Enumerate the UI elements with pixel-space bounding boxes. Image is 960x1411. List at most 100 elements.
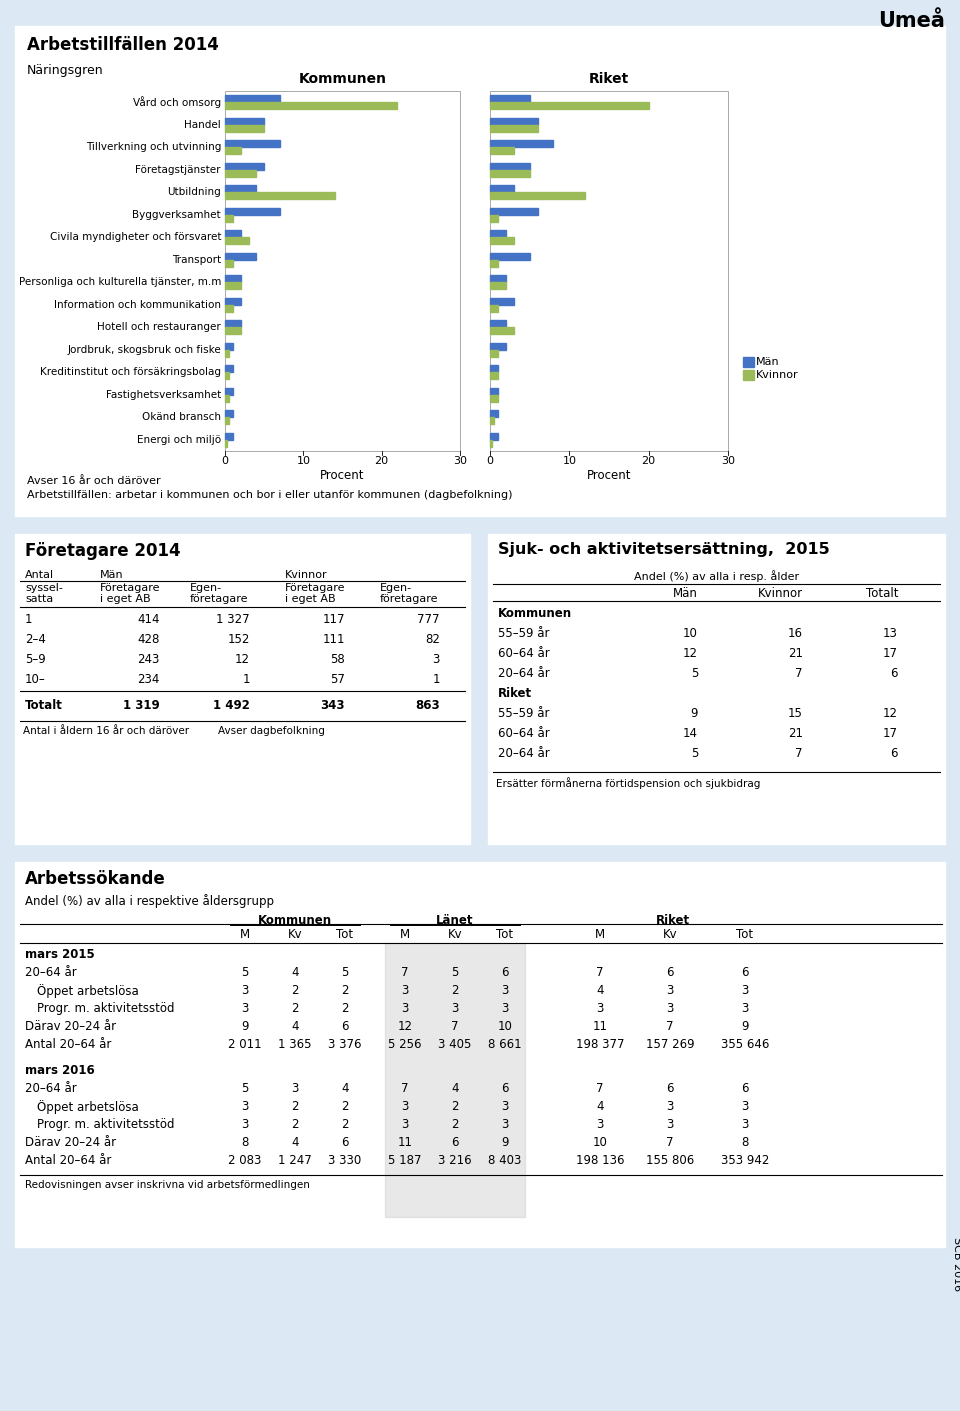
Text: företagare: företagare <box>380 594 439 604</box>
Text: 4: 4 <box>596 983 604 998</box>
Bar <box>225 298 241 305</box>
Bar <box>225 253 256 260</box>
Text: Företagstjänster: Företagstjänster <box>135 165 221 175</box>
Text: 16: 16 <box>788 626 803 641</box>
Text: Därav 20–24 år: Därav 20–24 år <box>25 1136 116 1149</box>
Bar <box>490 411 498 418</box>
Text: 3: 3 <box>666 1101 674 1113</box>
Text: 5: 5 <box>690 667 698 680</box>
Bar <box>225 388 233 395</box>
Text: 2: 2 <box>291 1101 299 1113</box>
Text: SCB 2016: SCB 2016 <box>952 1237 960 1291</box>
Text: 3: 3 <box>501 1118 509 1132</box>
Text: 3: 3 <box>741 1101 749 1113</box>
Text: Progr. m. aktivitetsstöd: Progr. m. aktivitetsstöd <box>37 1002 175 1015</box>
Text: 20–64 år: 20–64 år <box>25 967 77 979</box>
Text: 2: 2 <box>341 1118 348 1132</box>
Bar <box>490 207 538 214</box>
Bar <box>490 418 494 425</box>
Text: 5: 5 <box>241 1082 249 1095</box>
Bar <box>225 140 279 147</box>
Text: 6: 6 <box>891 746 898 761</box>
Bar <box>225 411 233 418</box>
Text: 12: 12 <box>397 1020 413 1033</box>
Text: Kv: Kv <box>662 928 678 941</box>
Text: 3: 3 <box>241 1101 249 1113</box>
Text: 58: 58 <box>330 653 345 666</box>
Bar <box>743 357 754 367</box>
Text: Progr. m. aktivitetsstöd: Progr. m. aktivitetsstöd <box>37 1118 175 1132</box>
Bar <box>490 237 514 244</box>
Text: 155 806: 155 806 <box>646 1154 694 1167</box>
Text: 1: 1 <box>433 673 440 686</box>
Text: Män: Män <box>673 587 698 600</box>
Bar <box>225 433 233 440</box>
Bar <box>15 533 470 844</box>
Text: Energi och miljö: Energi och miljö <box>137 435 221 444</box>
Text: 4: 4 <box>291 1020 299 1033</box>
Bar <box>490 365 498 373</box>
Text: 11: 11 <box>397 1136 413 1149</box>
Bar <box>490 147 514 154</box>
Text: 863: 863 <box>416 698 440 713</box>
Text: 2: 2 <box>451 1118 459 1132</box>
Text: 6: 6 <box>341 1020 348 1033</box>
Text: 3: 3 <box>291 1082 299 1095</box>
Text: Tot: Tot <box>736 928 754 941</box>
Text: 10–: 10– <box>25 673 46 686</box>
Text: Kv: Kv <box>447 928 463 941</box>
Text: satta: satta <box>25 594 53 604</box>
Bar <box>225 117 264 124</box>
Text: 30: 30 <box>721 456 735 466</box>
Text: Antal 20–64 år: Antal 20–64 år <box>25 1154 111 1167</box>
Text: 3: 3 <box>401 983 409 998</box>
Text: Totalt: Totalt <box>25 698 62 713</box>
Text: Andel (%) av alla i resp. ålder: Andel (%) av alla i resp. ålder <box>634 570 799 581</box>
Text: 12: 12 <box>883 707 898 720</box>
Text: Procent: Procent <box>587 468 632 483</box>
Text: 6: 6 <box>666 1082 674 1095</box>
Bar <box>490 388 498 395</box>
Text: 5–9: 5–9 <box>25 653 46 666</box>
Text: företagare: företagare <box>190 594 249 604</box>
Text: 12: 12 <box>235 653 250 666</box>
Text: 157 269: 157 269 <box>646 1038 694 1051</box>
Text: 3: 3 <box>401 1118 409 1132</box>
Text: Antal i åldern 16 år och däröver: Antal i åldern 16 år och däröver <box>23 727 189 737</box>
Text: Kvinnor: Kvinnor <box>757 587 803 600</box>
Text: mars 2015: mars 2015 <box>25 948 95 961</box>
Text: 7: 7 <box>796 667 803 680</box>
Text: 13: 13 <box>883 626 898 641</box>
Text: 3: 3 <box>241 983 249 998</box>
Bar <box>490 320 506 327</box>
Text: 1 247: 1 247 <box>278 1154 312 1167</box>
Text: 3: 3 <box>501 1002 509 1015</box>
Text: 5 256: 5 256 <box>388 1038 421 1051</box>
Text: 5: 5 <box>451 967 459 979</box>
Text: 3: 3 <box>501 1101 509 1113</box>
Text: 353 942: 353 942 <box>721 1154 769 1167</box>
Text: 55–59 år: 55–59 år <box>498 707 549 720</box>
Text: Arbetssökande: Arbetssökande <box>25 871 166 888</box>
Bar <box>490 162 530 169</box>
Bar <box>490 440 492 447</box>
Text: 6: 6 <box>741 967 749 979</box>
Text: 57: 57 <box>330 673 345 686</box>
Text: i eget AB: i eget AB <box>100 594 151 604</box>
Text: 2: 2 <box>291 1002 299 1015</box>
Bar <box>225 237 249 244</box>
Text: Öppet arbetslösa: Öppet arbetslösa <box>37 1101 139 1113</box>
Bar <box>225 90 460 452</box>
Text: 243: 243 <box>137 653 160 666</box>
Text: 21: 21 <box>788 727 803 739</box>
Text: 2: 2 <box>291 1118 299 1132</box>
Text: 4: 4 <box>291 967 299 979</box>
Text: Sjuk- och aktivitetsersättning,  2015: Sjuk- och aktivitetsersättning, 2015 <box>498 542 829 557</box>
Text: 8: 8 <box>241 1136 249 1149</box>
Text: Ersätter förmånerna förtidspension och sjukbidrag: Ersätter förmånerna förtidspension och s… <box>496 777 760 789</box>
Text: 3: 3 <box>666 983 674 998</box>
Text: Andel (%) av alla i respektive åldersgrupp: Andel (%) av alla i respektive åldersgru… <box>25 895 274 907</box>
Bar <box>490 230 506 237</box>
Text: Länet: Länet <box>436 914 473 927</box>
Bar <box>385 943 525 1218</box>
